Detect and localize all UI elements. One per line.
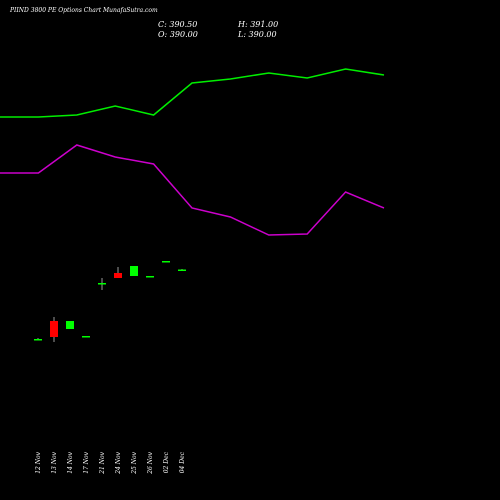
- low-text: L: 390.00: [237, 30, 277, 39]
- high-text: H: 391.00: [237, 20, 278, 29]
- candle-body: [178, 269, 186, 271]
- x-tick-label: 24 Nov: [115, 451, 122, 474]
- x-tick-label: 12 Nov: [35, 451, 42, 473]
- x-tick-label: 25 Nov: [131, 451, 138, 474]
- candle-body: [50, 321, 58, 337]
- candle-body: [66, 321, 74, 329]
- candle-body: [146, 276, 154, 278]
- x-tick-label: 14 Nov: [67, 451, 74, 473]
- close-text: C: 390.50: [158, 20, 197, 29]
- x-tick-label: 26 Nov: [147, 451, 154, 474]
- x-tick-label: 21 Nov: [99, 451, 106, 474]
- candle-body: [34, 339, 42, 341]
- open-text: O: 390.00: [158, 30, 198, 39]
- candle-body: [162, 261, 170, 263]
- x-tick-label: 02 Dec: [163, 451, 170, 473]
- x-tick-label: 04 Dec: [179, 451, 186, 473]
- line: [0, 68, 385, 118]
- candle-body: [130, 266, 138, 276]
- line: [0, 144, 385, 236]
- chart-title: PIIND 3800 PE Options Chart MunafaSutra.…: [9, 7, 158, 14]
- x-tick-label: 13 Nov: [51, 451, 58, 473]
- candle-body: [98, 283, 106, 285]
- x-tick-label: 17 Nov: [83, 451, 90, 473]
- candle-body: [114, 273, 122, 278]
- candle-body: [82, 336, 90, 338]
